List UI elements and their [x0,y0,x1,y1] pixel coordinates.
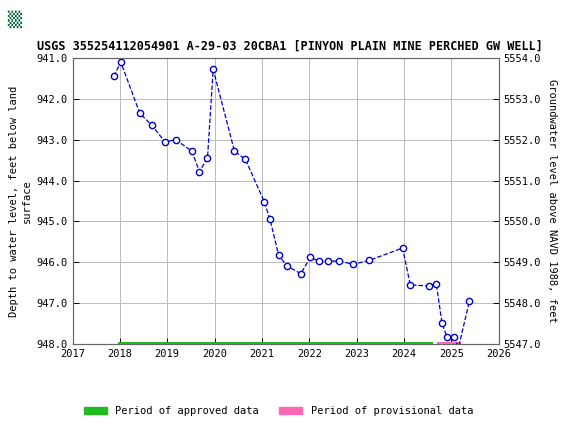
Bar [5,3,60,35]
Text: USGS: USGS [28,10,79,28]
Y-axis label: Groundwater level above NAVD 1988, feet: Groundwater level above NAVD 1988, feet [547,79,557,323]
Y-axis label: Depth to water level, feet below land
surface: Depth to water level, feet below land su… [9,86,32,316]
Legend: Period of approved data, Period of provisional data: Period of approved data, Period of provi… [79,402,477,421]
Text: ▒: ▒ [7,10,21,28]
Text: USGS 355254112054901 A-29-03 20CBA1 [PINYON PLAIN MINE PERCHED GW WELL]: USGS 355254112054901 A-29-03 20CBA1 [PIN… [37,40,543,53]
